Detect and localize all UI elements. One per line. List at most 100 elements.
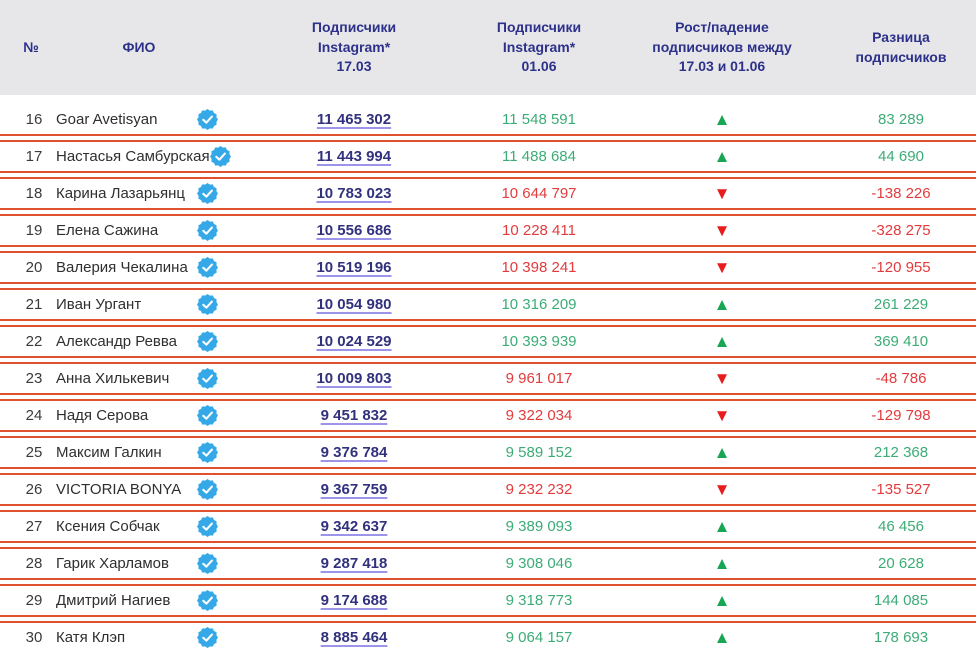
followers-1703-link[interactable]: 9 451 832: [320, 407, 388, 424]
followers-difference-value: -138 226: [871, 185, 931, 202]
header-growth-decline: Рост/падение подписчиков между 17.03 и 0…: [652, 19, 792, 75]
trend-triangle-icon: ▼: [713, 479, 731, 499]
table-row: 17 Настасья Самбурская 11 443 994 11 488…: [0, 140, 976, 173]
table-body: 16 Goar Avetisyan 11 465 302 11 548 591 …: [0, 105, 976, 651]
followers-1703-link[interactable]: 9 287 418: [320, 555, 388, 572]
trend-triangle-icon: ▼: [713, 405, 731, 425]
followers-1703-link[interactable]: 11 465 302: [316, 111, 392, 128]
followers-1703-link[interactable]: 10 009 803: [316, 370, 392, 387]
person-name-cell: Валерия Чекалина: [56, 257, 222, 278]
person-name: Валерия Чекалина: [56, 259, 188, 276]
followers-0106-value: 9 589 152: [505, 444, 573, 461]
followers-1703-link[interactable]: 10 783 023: [316, 185, 392, 202]
verified-badge-icon: [197, 479, 218, 500]
followers-0106-value: 9 389 093: [505, 518, 573, 535]
followers-1703-link[interactable]: 10 556 686: [316, 222, 392, 239]
followers-difference-value: 212 368: [873, 444, 929, 461]
person-name-cell: Настасья Самбурская: [56, 146, 231, 167]
row-number: 26: [25, 481, 43, 498]
table-row: 26 VICTORIA BONYA 9 367 759 9 232 232 ▼ …: [0, 473, 976, 506]
person-name: Гарик Харламов: [56, 555, 169, 572]
followers-difference-value: 369 410: [873, 333, 929, 350]
followers-1703-link[interactable]: 10 519 196: [316, 259, 392, 276]
trend-triangle-icon: ▲: [713, 294, 731, 314]
followers-difference-value: -129 798: [871, 407, 931, 424]
table-row: 24 Надя Серова 9 451 832 9 322 034 ▼ -12…: [0, 399, 976, 432]
followers-1703-link[interactable]: 8 885 464: [320, 629, 388, 646]
row-number: 16: [25, 111, 43, 128]
followers-difference-value: -328 275: [871, 222, 931, 239]
followers-0106-value: 10 393 939: [501, 333, 577, 350]
person-name: Goar Avetisyan: [56, 111, 158, 128]
followers-0106-value: 10 228 411: [502, 222, 576, 239]
row-number: 21: [25, 296, 43, 313]
followers-1703-link[interactable]: 11 443 994: [316, 148, 392, 165]
trend-triangle-icon: ▼: [713, 257, 731, 277]
table-row: 19 Елена Сажина 10 556 686 10 228 411 ▼ …: [0, 214, 976, 247]
followers-0106-value: 11 488 684: [502, 148, 576, 165]
person-name: Ксения Собчак: [56, 518, 160, 535]
person-name-cell: Гарик Харламов: [56, 553, 222, 574]
followers-0106-value: 9 232 232: [505, 481, 573, 498]
followers-0106-value: 10 644 797: [501, 185, 577, 202]
followers-0106-value: 9 308 046: [505, 555, 573, 572]
person-name: Александр Ревва: [56, 333, 178, 350]
verified-badge-icon: [197, 183, 218, 204]
followers-0106-value: 10 316 209: [501, 296, 577, 313]
header-name: ФИО: [122, 38, 156, 55]
row-number: 19: [25, 222, 43, 239]
row-number: 29: [25, 592, 43, 609]
table-row: 16 Goar Avetisyan 11 465 302 11 548 591 …: [0, 105, 976, 136]
table-row: 25 Максим Галкин 9 376 784 9 589 152 ▲ 2…: [0, 436, 976, 469]
followers-0106-value: 10 398 241: [501, 259, 577, 276]
verified-badge-icon: [197, 442, 218, 463]
verified-badge-icon: [197, 590, 218, 611]
followers-difference-value: -48 786: [875, 370, 927, 387]
followers-difference-value: 44 690: [878, 148, 924, 165]
table-header-row: № ФИО Подписчики Instagram* 17.03 Подпис…: [0, 0, 976, 95]
table-row: 27 Ксения Собчак 9 342 637 9 389 093 ▲ 4…: [0, 510, 976, 543]
trend-triangle-icon: ▲: [713, 442, 731, 462]
verified-badge-icon: [197, 294, 218, 315]
person-name-cell: Карина Лазарьянц: [56, 183, 222, 204]
trend-triangle-icon: ▲: [713, 553, 731, 573]
trend-triangle-icon: ▲: [713, 146, 731, 166]
row-number: 22: [25, 333, 43, 350]
person-name: Карина Лазарьянц: [56, 185, 185, 202]
verified-badge-icon: [197, 257, 218, 278]
followers-1703-link[interactable]: 10 054 980: [316, 296, 392, 313]
trend-triangle-icon: ▼: [713, 183, 731, 203]
followers-1703-link[interactable]: 9 174 688: [320, 592, 388, 609]
verified-badge-icon: [197, 405, 218, 426]
person-name: Настасья Самбурская: [56, 148, 210, 165]
followers-0106-value: 9 064 157: [505, 629, 573, 646]
header-number: №: [23, 38, 39, 55]
followers-1703-link[interactable]: 9 376 784: [320, 444, 388, 461]
followers-difference-value: 46 456: [878, 518, 924, 535]
person-name-cell: Дмитрий Нагиев: [56, 590, 222, 611]
header-followers-0106: Подписчики Instagram* 01.06: [496, 19, 582, 75]
table-row: 29 Дмитрий Нагиев 9 174 688 9 318 773 ▲ …: [0, 584, 976, 617]
row-number: 23: [25, 370, 43, 387]
row-number: 28: [25, 555, 43, 572]
followers-1703-link[interactable]: 10 024 529: [316, 333, 392, 350]
followers-1703-link[interactable]: 9 367 759: [320, 481, 388, 498]
verified-badge-icon: [197, 368, 218, 389]
followers-0106-value: 9 318 773: [505, 592, 573, 609]
verified-badge-icon: [209, 146, 231, 167]
table-row: 21 Иван Ургант 10 054 980 10 316 209 ▲ 2…: [0, 288, 976, 321]
followers-difference-value: -135 527: [871, 481, 931, 498]
person-name-cell: Иван Ургант: [56, 294, 222, 315]
followers-difference-value: 178 693: [873, 629, 929, 646]
verified-badge-icon: [197, 220, 218, 241]
verified-badge-icon: [197, 516, 218, 537]
followers-difference-value: 20 628: [878, 555, 924, 572]
row-number: 27: [25, 518, 43, 535]
followers-difference-value: -120 955: [871, 259, 931, 276]
followers-1703-link[interactable]: 9 342 637: [320, 518, 388, 535]
trend-triangle-icon: ▼: [713, 368, 731, 388]
trend-triangle-icon: ▲: [713, 627, 731, 647]
person-name-cell: Анна Хилькевич: [56, 368, 222, 389]
header-difference: Разница подписчиков: [855, 28, 947, 65]
